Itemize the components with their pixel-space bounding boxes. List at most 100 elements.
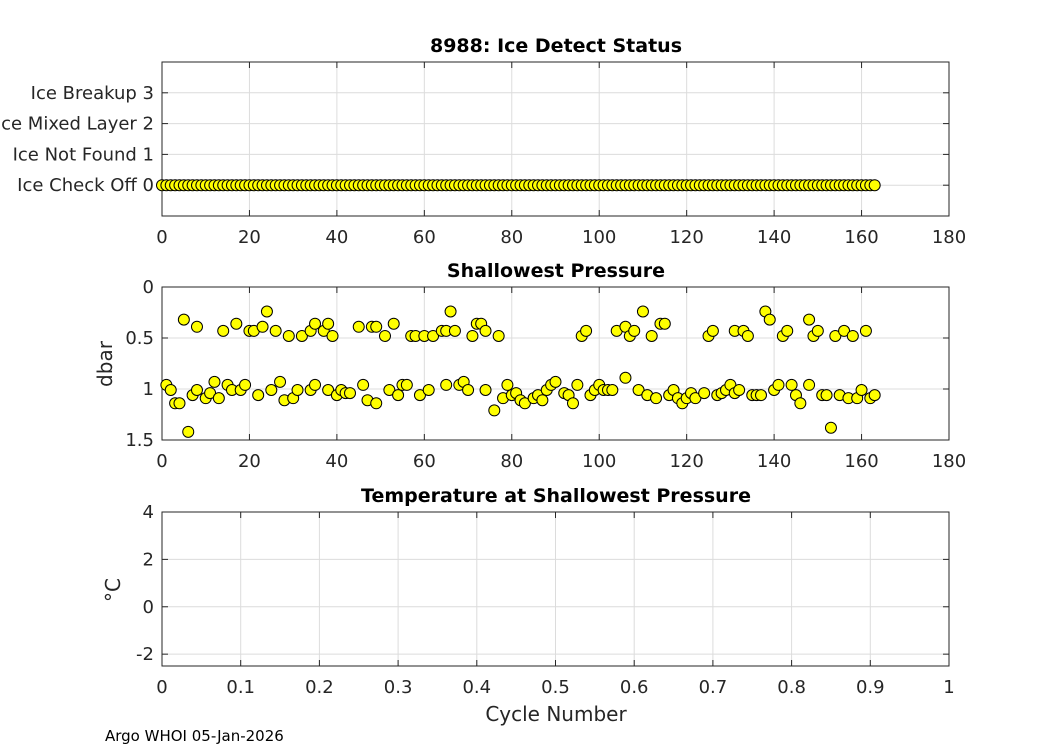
data-point bbox=[269, 324, 282, 337]
x-tick-label: 0 bbox=[156, 451, 167, 472]
y-tick-label: 1.5 bbox=[125, 430, 154, 451]
x-tick-label: 80 bbox=[500, 451, 523, 472]
x-tick-label: 0.3 bbox=[384, 677, 413, 698]
data-point bbox=[689, 392, 702, 405]
data-point bbox=[344, 387, 357, 400]
data-point bbox=[378, 329, 391, 342]
plot-area bbox=[161, 286, 950, 441]
data-point bbox=[549, 375, 562, 388]
data-point bbox=[479, 324, 492, 337]
y-tick-label: 0.5 bbox=[125, 328, 154, 349]
data-point bbox=[260, 305, 273, 318]
data-point bbox=[636, 305, 649, 318]
data-point bbox=[580, 324, 593, 337]
data-point bbox=[803, 378, 816, 391]
data-point bbox=[628, 324, 641, 337]
x-tick-label: 180 bbox=[932, 451, 966, 472]
y-tick-label: Ice Mixed Layer 2 bbox=[0, 114, 154, 135]
data-point bbox=[190, 384, 203, 397]
data-point bbox=[462, 384, 475, 397]
data-point bbox=[212, 392, 225, 405]
data-point bbox=[274, 375, 287, 388]
data-point bbox=[182, 425, 195, 438]
data-point bbox=[352, 320, 365, 333]
data-point bbox=[239, 378, 252, 391]
data-point bbox=[291, 384, 304, 397]
y-tick-label: Ice Not Found 1 bbox=[13, 144, 154, 165]
data-point bbox=[838, 324, 851, 337]
x-tick-label: 160 bbox=[844, 451, 878, 472]
data-point bbox=[645, 329, 658, 342]
data-point bbox=[370, 320, 383, 333]
temperature-ylabel: °C bbox=[101, 578, 125, 602]
x-tick-label: 0.9 bbox=[856, 677, 885, 698]
temperature-xlabel: Cycle Number bbox=[485, 702, 627, 726]
shallowest-pressure-axes: 0 20 40 60 80 100 120 140 160 180 0 0.5 1 1.5 bbox=[125, 277, 966, 472]
pressure-title: Shallowest Pressure bbox=[447, 260, 665, 282]
data-point bbox=[855, 384, 868, 397]
data-point bbox=[252, 389, 265, 402]
pressure-ylabel: dbar bbox=[93, 340, 117, 387]
x-tick-label: 40 bbox=[325, 227, 348, 248]
data-point bbox=[448, 324, 461, 337]
x-tick-label: 120 bbox=[669, 451, 703, 472]
x-tick-label: 100 bbox=[582, 227, 616, 248]
data-point bbox=[846, 329, 859, 342]
data-point bbox=[326, 329, 339, 342]
data-point bbox=[190, 320, 203, 333]
y-tick-label: 4 bbox=[143, 502, 154, 523]
x-tick-label: 160 bbox=[844, 227, 878, 248]
data-point bbox=[706, 324, 719, 337]
footer-credit: Argo WHOI 05-Jan-2026 bbox=[105, 727, 284, 745]
x-tick-label: 120 bbox=[669, 227, 703, 248]
x-tick-label: 140 bbox=[757, 227, 791, 248]
data-point bbox=[781, 324, 794, 337]
x-tick-label: 140 bbox=[757, 451, 791, 472]
data-point bbox=[387, 317, 400, 330]
x-tick-label: 180 bbox=[932, 227, 966, 248]
data-point bbox=[488, 404, 501, 417]
plot-border bbox=[161, 511, 950, 667]
data-point bbox=[370, 397, 383, 410]
data-point bbox=[698, 387, 711, 400]
x-tick-label: 0.1 bbox=[226, 677, 255, 698]
y-tick-label: 0 bbox=[143, 597, 154, 618]
data-point bbox=[859, 324, 872, 337]
plot-border bbox=[161, 61, 950, 217]
data-point bbox=[820, 389, 833, 402]
x-tick-label: 0.4 bbox=[462, 677, 491, 698]
data-point bbox=[392, 389, 405, 402]
data-point bbox=[518, 397, 531, 410]
data-point bbox=[829, 329, 842, 342]
data-point bbox=[785, 378, 798, 391]
data-point bbox=[632, 384, 645, 397]
data-point bbox=[230, 317, 243, 330]
data-point bbox=[204, 387, 217, 400]
x-tick-label: 40 bbox=[325, 451, 348, 472]
y-tick-label: 0 bbox=[143, 277, 154, 298]
data-point bbox=[466, 329, 479, 342]
ice-detect-axes: 0 20 40 60 80 100 120 140 160 180 Ice Check Off 0 I… bbox=[0, 61, 966, 248]
data-point bbox=[571, 378, 584, 391]
y-tick-label: Ice Breakup 3 bbox=[31, 83, 154, 104]
data-point bbox=[309, 378, 322, 391]
temperature-title: Temperature at Shallowest Pressure bbox=[361, 485, 751, 507]
plot-area bbox=[161, 61, 950, 217]
x-tick-label: 0.6 bbox=[620, 677, 649, 698]
x-tick-label: 80 bbox=[500, 227, 523, 248]
data-point bbox=[177, 313, 190, 326]
data-point bbox=[427, 329, 440, 342]
data-point bbox=[173, 397, 186, 410]
data-point bbox=[868, 389, 881, 402]
plot-border bbox=[161, 286, 950, 441]
data-point bbox=[868, 179, 881, 192]
x-tick-label: 0.2 bbox=[305, 677, 334, 698]
x-tick-label: 60 bbox=[413, 451, 436, 472]
data-point bbox=[295, 329, 308, 342]
x-tick-label: 60 bbox=[413, 227, 436, 248]
data-point bbox=[492, 329, 505, 342]
data-point bbox=[357, 378, 370, 391]
x-tick-label: 0.5 bbox=[541, 677, 570, 698]
data-point bbox=[619, 371, 632, 384]
